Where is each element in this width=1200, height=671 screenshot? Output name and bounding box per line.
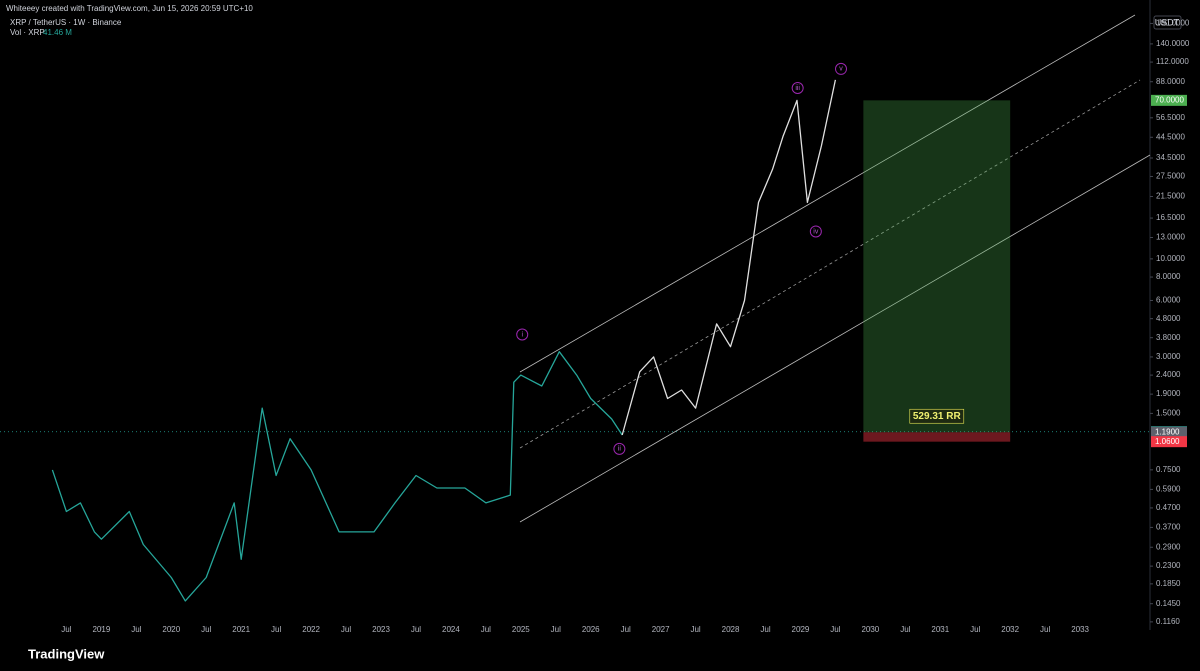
- price-tag-label: 1.0600: [1155, 437, 1180, 446]
- y-tick-label: 0.7500: [1156, 465, 1181, 474]
- volume-label: Vol · XRP: [10, 28, 45, 37]
- x-tick-label: 2024: [442, 625, 460, 634]
- y-tick-label: 0.4700: [1156, 503, 1181, 512]
- y-tick-label: 27.5000: [1156, 172, 1185, 181]
- x-tick-label: Jul: [61, 625, 71, 634]
- y-tick-label: 0.2900: [1156, 542, 1181, 551]
- currency-box: [1153, 15, 1182, 30]
- x-tick-label: Jul: [271, 625, 281, 634]
- price-tag-label: 1.1900: [1155, 427, 1180, 436]
- y-tick-label: 0.5900: [1156, 485, 1181, 494]
- x-tick-label: Jul: [481, 625, 491, 634]
- wave-marker: [516, 328, 529, 341]
- ratio-label: 529.31 RR: [913, 411, 962, 422]
- wave-marker: [613, 442, 626, 455]
- x-tick-label: 2019: [92, 625, 110, 634]
- x-tick-label: Jul: [201, 625, 211, 634]
- y-tick-label: 180.0000: [1156, 19, 1190, 28]
- x-tick-label: 2027: [652, 625, 670, 634]
- loss-zone: [863, 432, 1011, 442]
- y-tick-label: 140.0000: [1156, 39, 1190, 48]
- x-tick-label: Jul: [131, 625, 141, 634]
- price-line: [51, 351, 623, 602]
- x-tick-label: 2023: [372, 625, 390, 634]
- wave-label: iii: [795, 85, 800, 92]
- wave-marker: [835, 62, 848, 75]
- x-tick-label: 2032: [1001, 625, 1019, 634]
- y-tick-label: 10.0000: [1156, 254, 1185, 263]
- wave-label: i: [521, 331, 523, 338]
- x-tick-label: 2025: [512, 625, 530, 634]
- x-tick-label: Jul: [830, 625, 840, 634]
- y-tick-label: 0.2300: [1156, 561, 1181, 570]
- y-tick-label: 6.0000: [1156, 296, 1181, 305]
- y-tick-label: 44.5000: [1156, 132, 1185, 141]
- x-tick-label: Jul: [621, 625, 631, 634]
- y-tick-label: 3.0000: [1156, 352, 1181, 361]
- x-tick-label: 2026: [582, 625, 600, 634]
- y-tick-label: 34.5000: [1156, 153, 1185, 162]
- profit-zone: [863, 100, 1011, 433]
- channel: [519, 14, 1151, 523]
- y-tick-label: 21.5000: [1156, 192, 1185, 201]
- x-tick-label: Jul: [551, 625, 561, 634]
- wave-label: iv: [813, 228, 819, 235]
- wave-marker: [809, 225, 822, 238]
- price-tag: [1151, 426, 1187, 438]
- y-tick-label: 13.0000: [1156, 233, 1185, 242]
- x-tick-label: 2028: [722, 625, 740, 634]
- y-tick-label: 8.0000: [1156, 272, 1181, 281]
- x-tick-label: Jul: [970, 625, 980, 634]
- x-tick-label: Jul: [900, 625, 910, 634]
- y-tick-label: 0.1450: [1156, 599, 1181, 608]
- price-tag: [1151, 436, 1187, 448]
- x-tick-label: 2020: [162, 625, 180, 634]
- y-tick-label: 3.8000: [1156, 333, 1181, 342]
- x-tick-label: 2031: [931, 625, 949, 634]
- volume-value: 41.46 M: [43, 28, 72, 37]
- y-tick-label: 0.3700: [1156, 523, 1181, 532]
- wave-label: v: [839, 66, 843, 73]
- symbol: XRP / TetherUS · 1W · Binance: [10, 18, 122, 27]
- x-tick-label: 2022: [302, 625, 320, 634]
- y-tick-label: 16.5000: [1156, 213, 1185, 222]
- x-tick-label: Jul: [411, 625, 421, 634]
- credit: Whiteeey created with TradingView.com, J…: [6, 4, 253, 13]
- y-tick-label: 4.8000: [1156, 314, 1181, 323]
- x-tick-label: Jul: [1040, 625, 1050, 634]
- y-tick-label: 2.4000: [1156, 370, 1181, 379]
- ratio-box: [909, 408, 965, 424]
- x-tick-label: 2033: [1071, 625, 1089, 634]
- currency: USDT: [1155, 17, 1180, 27]
- y-tick-label: 112.0000: [1156, 57, 1189, 66]
- x-tick-label: 2030: [861, 625, 879, 634]
- wave-marker: [791, 81, 804, 94]
- price-tag: [1151, 94, 1187, 106]
- footer: [0, 645, 1200, 671]
- y-tick-label: 1.9000: [1156, 389, 1181, 398]
- y-tick-label: 0.1160: [1156, 617, 1180, 626]
- y-tick-label: 0.1850: [1156, 579, 1181, 588]
- y-tick-label: 1.5000: [1156, 409, 1181, 418]
- x-tick-label: 2021: [232, 625, 250, 634]
- price-tag-label: 70.0000: [1155, 95, 1184, 104]
- x-tick-label: Jul: [690, 625, 700, 634]
- y-tick-label: 88.0000: [1156, 77, 1185, 86]
- y-tick-label: 56.5000: [1156, 113, 1185, 122]
- price-line: [621, 79, 837, 436]
- x-tick-label: Jul: [760, 625, 770, 634]
- wave-label: ii: [618, 446, 622, 453]
- x-tick-label: 2029: [792, 625, 810, 634]
- brand: TradingView: [28, 646, 105, 661]
- x-tick-label: Jul: [341, 625, 351, 634]
